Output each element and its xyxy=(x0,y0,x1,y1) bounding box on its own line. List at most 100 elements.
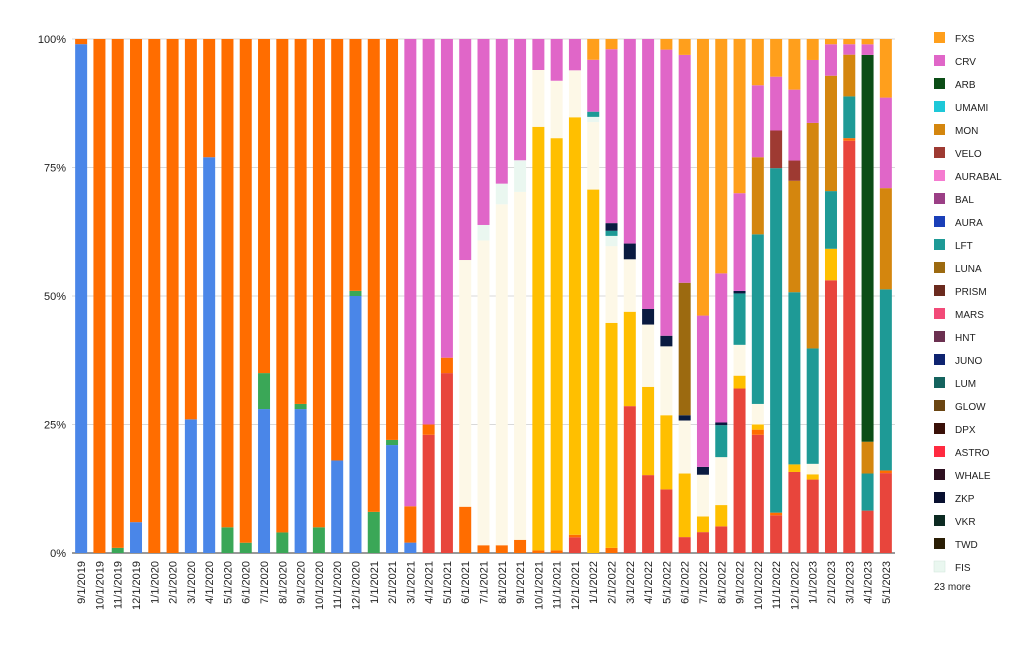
bar-segment xyxy=(751,85,764,158)
x-tick-label: 12/1/2019 xyxy=(131,561,143,610)
bar-segment xyxy=(660,335,673,347)
bar-segment xyxy=(276,532,289,553)
bar-segment xyxy=(660,489,673,553)
bar-segment xyxy=(642,308,655,325)
x-tick-label: 9/1/2019 xyxy=(76,561,88,604)
bar-segment xyxy=(148,39,161,553)
bar-segment xyxy=(715,526,728,553)
legend-swatch xyxy=(934,354,945,365)
legend-label: MARS xyxy=(955,310,984,321)
legend-swatch xyxy=(934,170,945,181)
legend-swatch xyxy=(934,308,945,319)
bar-segment xyxy=(605,49,618,224)
bar-segment xyxy=(568,537,581,553)
legend-label: LFT xyxy=(955,241,973,252)
bar-segment xyxy=(751,234,764,404)
x-tick-label: 2/1/2021 xyxy=(387,561,399,604)
x-tick-label: 1/1/2020 xyxy=(149,561,161,604)
bar-segment xyxy=(696,474,709,517)
bar-segment xyxy=(861,39,874,45)
bar-segment xyxy=(715,39,728,274)
bar-segment xyxy=(843,44,856,55)
bar-segment xyxy=(568,117,581,535)
x-tick-label: 11/1/2019 xyxy=(113,561,125,609)
bar-segment xyxy=(130,39,143,523)
x-tick-label: 3/1/2022 xyxy=(625,561,637,604)
bar-segment xyxy=(660,346,673,416)
bar-segment xyxy=(642,324,655,387)
bar-segment xyxy=(642,475,655,553)
bar-segment xyxy=(770,515,783,553)
bar-segment xyxy=(788,89,801,161)
legend-label: LUNA xyxy=(955,264,982,275)
bar-segment xyxy=(422,39,435,425)
bar-segment xyxy=(294,403,307,410)
bar-segment xyxy=(367,39,380,512)
bar-segment xyxy=(733,290,746,294)
x-tick-label: 7/1/2022 xyxy=(698,561,710,604)
bar-segment xyxy=(532,39,545,70)
bar-segment xyxy=(696,516,709,533)
legend-swatch xyxy=(934,492,945,503)
bar-segment xyxy=(678,420,691,474)
bar-segment xyxy=(642,39,655,309)
x-tick-label: 4/1/2021 xyxy=(424,561,436,604)
legend-swatch xyxy=(934,32,945,43)
bar-segment xyxy=(258,39,271,374)
bar-segment xyxy=(495,39,508,184)
x-tick-label: 11/1/2022 xyxy=(771,561,783,609)
x-tick-label: 3/1/2020 xyxy=(186,561,198,604)
x-tick-label: 10/1/2021 xyxy=(533,561,545,610)
legend-swatch xyxy=(934,469,945,480)
bar-segment xyxy=(751,403,764,425)
legend-swatch xyxy=(934,193,945,204)
bar-segment xyxy=(440,39,453,358)
x-tick-label: 2/1/2023 xyxy=(826,561,838,604)
bar-segment xyxy=(75,44,88,553)
bar-segment xyxy=(678,537,691,553)
bar-segment xyxy=(587,122,600,190)
legend-swatch xyxy=(934,423,945,434)
legend-label: VELO xyxy=(955,149,982,160)
bar-segment xyxy=(514,191,527,540)
bar-segment xyxy=(495,183,508,205)
bar-segment xyxy=(861,44,874,55)
bar-segment xyxy=(824,39,837,45)
bar-segment xyxy=(221,527,234,553)
bar-segment xyxy=(623,406,636,553)
bar-segment xyxy=(587,116,600,123)
bar-segment xyxy=(93,39,106,553)
bar-segment xyxy=(568,39,581,71)
legend-label: MON xyxy=(955,126,978,137)
bar-segment xyxy=(824,280,837,553)
bar-segment xyxy=(495,204,508,546)
bar-segment xyxy=(312,39,325,528)
bar-segment xyxy=(258,409,271,553)
bar-segment xyxy=(696,39,709,316)
bar-segment xyxy=(824,248,837,281)
bar-segment xyxy=(733,293,746,345)
bar-segment xyxy=(715,425,728,458)
bar-segment xyxy=(843,54,856,97)
bar-segment xyxy=(824,44,837,76)
bar-segment xyxy=(751,429,764,435)
bar-segment xyxy=(130,522,143,553)
bar-segment xyxy=(770,39,783,77)
legend-swatch xyxy=(934,400,945,411)
bar-segment xyxy=(532,69,545,127)
bar-segment xyxy=(623,39,636,244)
bar-segment xyxy=(806,463,819,475)
bar-segment xyxy=(642,386,655,476)
bar-segment xyxy=(843,140,856,553)
bar-segment xyxy=(459,260,472,507)
bar-segment xyxy=(824,75,837,192)
bar-segment xyxy=(312,527,325,553)
bar-segment xyxy=(715,505,728,527)
bar-segment xyxy=(386,39,399,440)
bar-segment xyxy=(75,39,88,45)
legend-more-link[interactable]: 23 more xyxy=(934,582,971,593)
bar-segment xyxy=(660,415,673,490)
bar-segment xyxy=(715,273,728,423)
legend-label: PRISM xyxy=(955,287,987,298)
